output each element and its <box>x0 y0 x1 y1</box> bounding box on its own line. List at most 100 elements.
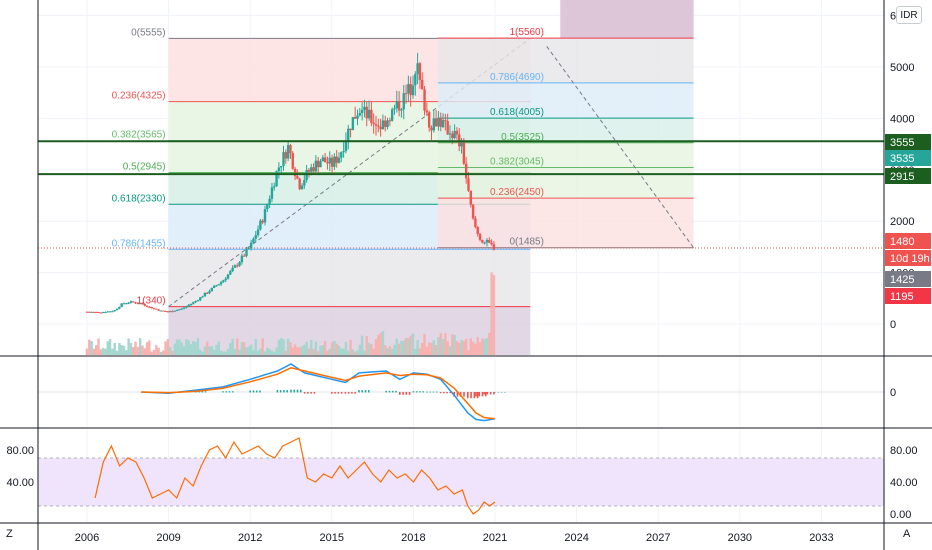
time-tick-label: 2009 <box>156 532 180 544</box>
volume-bar <box>203 346 207 355</box>
volume-bar <box>118 342 121 355</box>
price-axis-label: 2915 <box>890 171 914 183</box>
candle-body <box>115 308 119 311</box>
price-axis-label-bg <box>885 150 931 166</box>
candle-body <box>275 171 278 187</box>
candle-body <box>240 255 244 263</box>
volume-bar <box>310 339 313 355</box>
candle-body <box>365 106 368 119</box>
candle-body <box>481 239 484 243</box>
price-axis-label: 1425 <box>890 274 914 286</box>
candle-body <box>171 311 174 313</box>
candle-body <box>185 306 188 308</box>
volume-bar <box>372 348 375 355</box>
macd-histogram-bar <box>429 391 432 393</box>
volume-bar <box>166 338 170 355</box>
auto-scale-toggle[interactable]: A <box>903 528 911 540</box>
volume-bar <box>411 333 415 355</box>
volume-bar <box>282 339 285 355</box>
candle-body <box>178 309 181 311</box>
candle-body <box>224 278 227 281</box>
macd-histogram-bar <box>459 392 462 397</box>
rsi-pane <box>38 437 884 515</box>
macd-histogram-bar <box>456 392 459 397</box>
volume-bar <box>148 340 151 355</box>
volume-bar <box>286 338 290 355</box>
candle-body <box>411 85 415 96</box>
macd-histogram-bar <box>419 391 421 393</box>
macd-histogram-bar <box>198 391 200 393</box>
candle-body <box>464 163 468 179</box>
volume-bar <box>279 338 283 355</box>
candle-body <box>231 267 234 272</box>
volume-bar <box>353 351 357 355</box>
volume-bar <box>273 351 276 355</box>
volume-bar <box>455 341 459 355</box>
price-axis-label: 1195 <box>890 291 914 303</box>
volume-bar <box>226 348 230 355</box>
price-axis-label-bg <box>885 271 931 287</box>
macd-histogram-bar <box>398 392 401 395</box>
candle-body <box>245 249 248 257</box>
candle-body <box>312 167 315 172</box>
candle-body <box>273 186 276 188</box>
candle-body <box>155 308 158 310</box>
volume-bar <box>421 342 424 355</box>
candle-body <box>208 291 211 294</box>
volume-bar <box>367 342 371 355</box>
candle-body <box>402 93 405 110</box>
volume-bar <box>122 345 126 355</box>
volume-bar <box>199 349 202 355</box>
candle-body <box>162 310 165 312</box>
volume-bar <box>266 347 269 355</box>
volume-bar <box>312 348 315 355</box>
candle-body <box>314 160 318 172</box>
volume-bar <box>180 342 183 355</box>
candle-body <box>138 303 142 305</box>
volume-bar <box>212 349 216 355</box>
fib-zone <box>437 82 694 119</box>
macd-histogram-bar <box>279 390 282 393</box>
fib-level-label: 0.382(3565) <box>112 130 166 141</box>
volume-bar <box>236 338 239 355</box>
macd-histogram-bar <box>467 392 469 399</box>
fib-level-label: 1(5560) <box>509 27 543 38</box>
volume-bar <box>113 342 116 355</box>
volume-bar <box>344 341 348 355</box>
volume-bar <box>289 342 292 355</box>
volume-bar <box>467 350 470 355</box>
volume-bar <box>261 338 264 355</box>
volume-bar <box>95 345 98 355</box>
macd-histogram-bar <box>361 390 364 393</box>
candle-body <box>372 122 375 125</box>
fib-zone <box>168 249 531 307</box>
fib-trend-line <box>168 37 531 308</box>
macd-signal-line <box>141 367 496 420</box>
volume-bar <box>319 345 322 355</box>
candle-body <box>88 311 91 313</box>
candle-body <box>229 271 232 275</box>
currency-button[interactable]: IDR <box>896 6 922 24</box>
volume-bar <box>222 351 225 355</box>
candle-body <box>145 305 149 307</box>
candle-body <box>210 287 214 292</box>
candle-body <box>104 312 107 314</box>
time-tick-label: 2006 <box>75 532 99 544</box>
zoom-toggle[interactable]: Z <box>6 528 13 540</box>
volume-bar <box>189 344 193 355</box>
volume-bar <box>402 340 405 355</box>
volume-bar <box>326 350 329 355</box>
candle-body <box>356 115 359 119</box>
candle-body <box>106 311 109 313</box>
volume-bar <box>187 340 190 355</box>
volume-bar <box>342 348 345 355</box>
volume-bar <box>483 339 486 355</box>
candle-body <box>430 127 433 131</box>
candle-body <box>236 265 239 267</box>
candle-body <box>400 109 403 111</box>
volume-bar <box>321 345 325 355</box>
macd-histogram-bar <box>435 391 438 393</box>
candle-body <box>349 128 352 131</box>
volume-bar <box>291 347 294 355</box>
